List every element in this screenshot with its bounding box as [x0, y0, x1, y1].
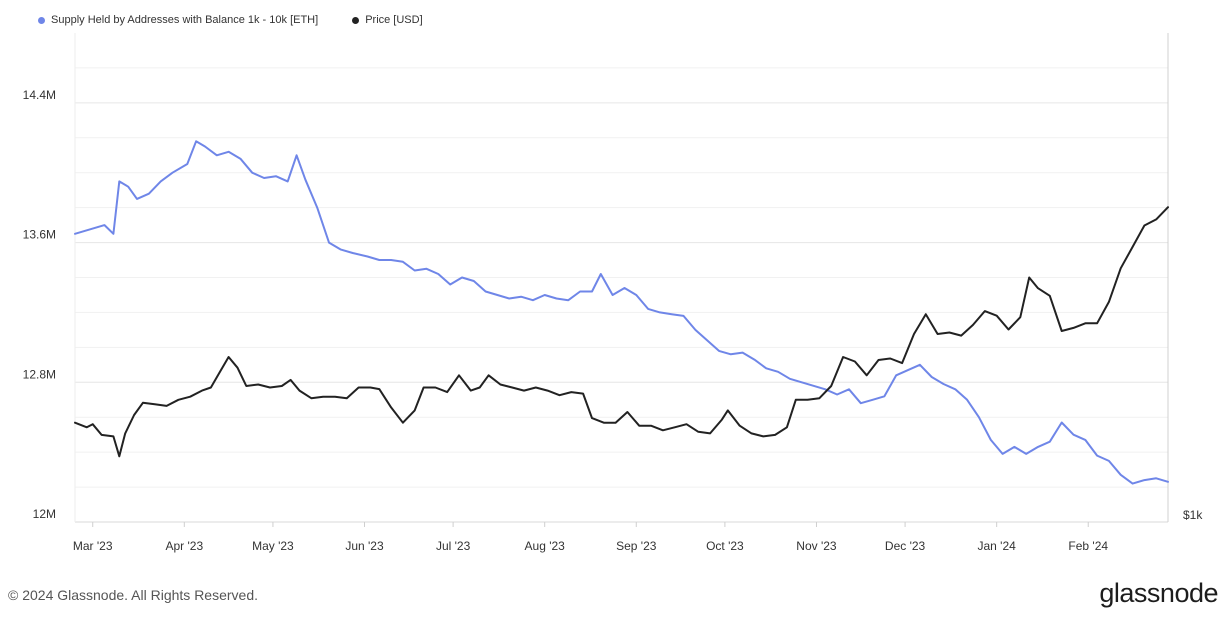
x-tick-label: Jun '23	[345, 539, 384, 553]
y-tick-label: 13.6M	[23, 228, 56, 242]
legend-dot-supply	[38, 16, 45, 24]
x-tick-label: Nov '23	[796, 539, 837, 553]
legend-label-supply: Supply Held by Addresses with Balance 1k…	[51, 14, 319, 26]
y-tick-label: 12.8M	[23, 367, 56, 381]
x-tick-label: Aug '23	[525, 539, 566, 553]
x-tick-label: Dec '23	[885, 539, 926, 553]
x-tick-label: Jan '24	[978, 539, 1017, 553]
x-tick-label: May '23	[252, 539, 294, 553]
legend-item-supply[interactable]: Supply Held by Addresses with Balance 1k…	[38, 14, 318, 26]
x-tick-label: Mar '23	[73, 539, 113, 553]
series-line-supply	[74, 140, 1169, 485]
legend-item-price[interactable]: Price [USD]	[352, 14, 423, 26]
legend-dot-price	[352, 16, 360, 24]
x-tick-label: Apr '23	[165, 539, 203, 553]
y-tick-label: 12M	[33, 507, 56, 521]
copyright-text: © 2024 Glassnode. All Rights Reserved.	[8, 587, 259, 603]
y-tick-label: 14.4M	[23, 88, 56, 102]
x-tick-label: Sep '23	[616, 539, 657, 553]
x-tick-label: Feb '24	[1068, 539, 1108, 553]
legend-label-price: Price [USD]	[365, 14, 423, 26]
series-line-price	[74, 206, 1169, 458]
glassnode-logo: glassnode	[1099, 578, 1218, 608]
y-right-tick-label: $1k	[1183, 508, 1203, 522]
x-tick-label: Oct '23	[706, 539, 744, 553]
x-tick-label: Jul '23	[436, 539, 471, 553]
chart-legend: Supply Held by Addresses with Balance 1k…	[38, 14, 423, 26]
